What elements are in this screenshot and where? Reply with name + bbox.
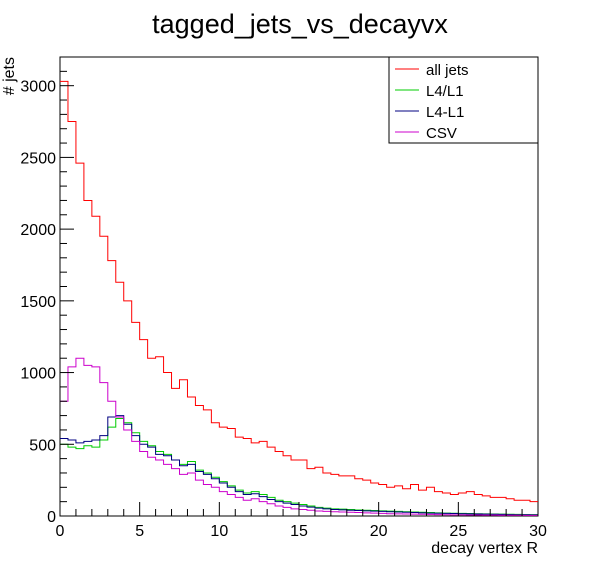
x-tick-label: 0 — [56, 523, 65, 540]
legend-label: all jets — [426, 62, 469, 79]
x-tick-label: 15 — [290, 523, 308, 540]
series-line-0 — [60, 80, 538, 503]
x-tick-label: 10 — [210, 523, 228, 540]
series-layer — [60, 80, 538, 516]
legend: all jets L4/L1 L4-L1 CSV — [388, 56, 539, 144]
series-line-3 — [60, 357, 538, 516]
x-axis-label: decay vertex R — [431, 540, 538, 557]
y-tick-label: 1000 — [20, 366, 56, 383]
x-tick-label: 25 — [449, 523, 467, 540]
legend-box — [388, 56, 539, 144]
legend-label: CSV — [426, 125, 457, 142]
x-tick-label: 30 — [529, 523, 547, 540]
y-tick-label: 0 — [47, 509, 56, 526]
x-axis: 0 5 10 15 20 25 30 — [56, 502, 547, 540]
chart-title: tagged_jets_vs_decayvx — [152, 9, 448, 39]
y-tick-label: 2500 — [20, 150, 56, 167]
legend-label: L4/L1 — [426, 83, 464, 100]
y-tick-label: 3000 — [20, 79, 56, 96]
x-tick-label: 5 — [135, 523, 144, 540]
y-tick-label: 1500 — [20, 294, 56, 311]
y-axis: 0 500 1000 1500 2000 2500 3000 — [20, 56, 74, 526]
y-tick-label: 500 — [29, 437, 56, 454]
y-tick-label: 2000 — [20, 222, 56, 239]
y-axis-label: # jets — [1, 57, 18, 95]
x-tick-label: 20 — [370, 523, 388, 540]
legend-label: L4-L1 — [426, 104, 464, 121]
